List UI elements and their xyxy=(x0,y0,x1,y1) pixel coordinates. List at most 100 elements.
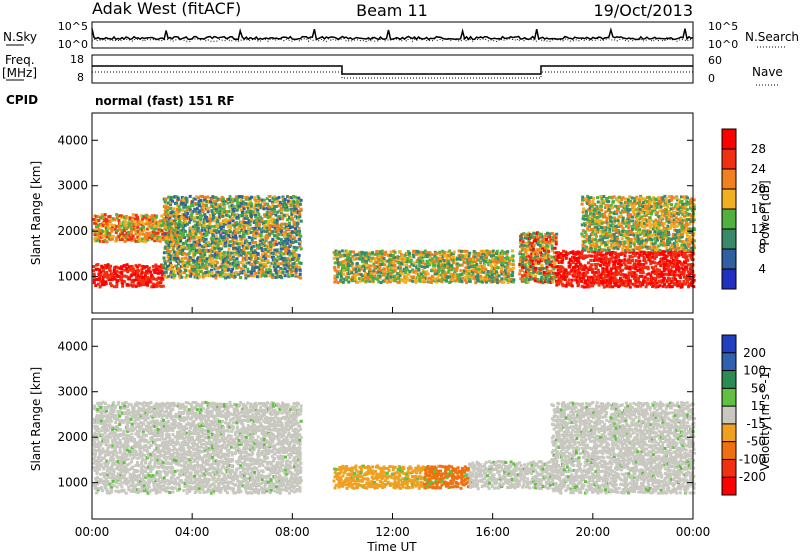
echo-cell xyxy=(651,242,655,246)
echo-cell xyxy=(497,260,501,264)
echo-cell xyxy=(402,279,406,283)
echo-cell xyxy=(275,197,279,201)
echo-cell xyxy=(564,268,568,272)
echo-cell xyxy=(528,241,532,245)
echo-cell xyxy=(620,259,624,263)
echo-cell xyxy=(182,261,186,265)
echo-cell xyxy=(474,281,478,285)
echo-cell xyxy=(645,273,649,276)
echo-cell xyxy=(666,239,669,243)
echo-cell xyxy=(249,253,253,256)
echo-cell xyxy=(640,250,644,254)
echo-cell xyxy=(677,268,681,272)
echo-cell xyxy=(282,205,286,209)
echo-cell xyxy=(559,252,563,256)
echo-cell xyxy=(446,250,450,254)
echo-cell xyxy=(589,265,593,268)
echo-cell xyxy=(651,209,654,213)
echo-cell xyxy=(586,278,590,282)
echo-cell xyxy=(605,220,609,223)
echo-cell xyxy=(250,226,254,230)
echo-cell xyxy=(253,236,257,240)
echo-cell xyxy=(442,258,446,262)
echo-cell xyxy=(272,242,276,246)
echo-cell xyxy=(107,278,111,282)
echo-cell xyxy=(489,254,493,258)
echo-cell xyxy=(246,267,250,271)
echo-cell xyxy=(167,211,171,214)
echo-cell xyxy=(347,271,351,275)
echo-cell xyxy=(134,239,138,243)
echo-cell xyxy=(484,259,488,263)
echo-cell xyxy=(356,262,359,265)
echo-cell xyxy=(638,233,642,237)
echo-cell xyxy=(99,273,103,277)
echo-cell xyxy=(620,237,624,241)
echo-cell xyxy=(629,241,633,245)
echo-cell xyxy=(602,258,606,262)
echo-cell xyxy=(609,283,613,287)
echo-cell xyxy=(226,201,230,205)
echo-cell xyxy=(197,218,201,222)
echo-cell xyxy=(209,229,213,233)
echo-cell xyxy=(232,251,236,255)
echo-cell xyxy=(210,236,214,240)
echo-cell xyxy=(196,221,200,225)
echo-cell xyxy=(254,198,258,202)
echo-cell xyxy=(558,256,562,259)
echo-cell xyxy=(117,224,121,228)
echo-cell xyxy=(539,250,542,254)
echo-cell xyxy=(197,269,201,273)
echo-cell xyxy=(511,270,515,274)
echo-cell xyxy=(416,279,420,282)
echo-cell xyxy=(665,259,669,263)
echo-cell xyxy=(152,228,156,232)
echo-cell xyxy=(545,238,548,241)
echo-cell xyxy=(219,225,223,229)
echo-cell xyxy=(661,273,665,277)
echo-cell xyxy=(617,215,621,219)
echo-cell xyxy=(210,210,214,214)
echo-cell xyxy=(529,265,533,269)
echo-cell xyxy=(571,266,575,269)
echo-cell xyxy=(604,269,608,273)
echo-cell xyxy=(650,205,654,208)
echo-cell xyxy=(197,273,201,277)
echo-cell xyxy=(542,238,546,242)
echo-cell xyxy=(431,257,435,261)
echo-cell xyxy=(366,264,370,267)
echo-cell xyxy=(582,214,585,218)
echo-cell xyxy=(177,205,181,209)
echo-cell xyxy=(584,254,587,258)
echo-cell xyxy=(176,262,180,266)
echo-cell xyxy=(144,237,148,241)
echo-cell xyxy=(632,204,636,208)
echo-cell xyxy=(648,245,652,249)
echo-cell xyxy=(116,229,119,233)
echo-cell xyxy=(650,270,654,274)
echo-cell xyxy=(603,215,607,219)
echo-cell xyxy=(218,209,222,213)
echo-cell xyxy=(277,237,281,241)
freq-trace xyxy=(92,65,693,75)
echo-cell xyxy=(181,208,185,212)
echo-cell xyxy=(640,237,644,241)
echo-cell xyxy=(293,246,297,250)
echo-cell xyxy=(121,284,125,288)
echo-cell xyxy=(638,228,642,232)
echo-cell xyxy=(146,280,150,284)
echo-cell xyxy=(334,278,338,282)
echo-cell xyxy=(469,260,473,264)
echo-cell xyxy=(175,264,179,268)
echo-cell xyxy=(234,231,237,235)
echo-cell xyxy=(652,284,656,288)
echo-cell xyxy=(637,238,641,242)
echo-cell xyxy=(215,199,219,203)
echo-cell xyxy=(636,268,640,272)
echo-cell xyxy=(127,283,131,287)
echo-cell xyxy=(173,228,177,232)
echo-cell xyxy=(620,198,624,201)
echo-cell xyxy=(424,255,428,259)
echo-cell xyxy=(490,251,494,255)
